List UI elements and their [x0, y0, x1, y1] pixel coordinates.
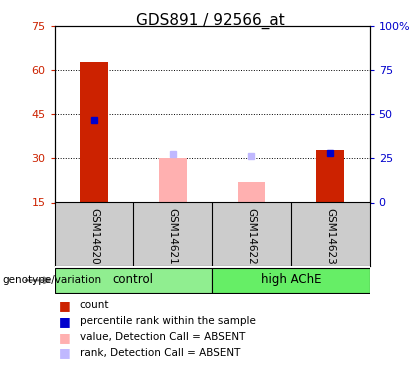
Text: value, Detection Call = ABSENT: value, Detection Call = ABSENT: [80, 332, 245, 342]
Bar: [55, 268, 212, 293]
Text: genotype/variation: genotype/variation: [2, 275, 101, 285]
Bar: [316, 150, 344, 202]
Text: GSM14623: GSM14623: [325, 208, 335, 264]
Text: GSM14620: GSM14620: [89, 208, 99, 264]
Bar: [159, 158, 186, 203]
Text: GDS891 / 92566_at: GDS891 / 92566_at: [136, 13, 284, 29]
Text: ■: ■: [59, 346, 71, 360]
Bar: [238, 182, 265, 203]
Text: ■: ■: [59, 331, 71, 344]
Text: high AChE: high AChE: [260, 273, 321, 286]
Bar: [80, 62, 108, 202]
Text: ■: ■: [59, 315, 71, 328]
Text: count: count: [80, 300, 109, 310]
Text: GSM14621: GSM14621: [168, 208, 178, 264]
Text: GSM14622: GSM14622: [247, 208, 257, 264]
Text: control: control: [113, 273, 154, 286]
Text: percentile rank within the sample: percentile rank within the sample: [80, 316, 256, 326]
Bar: [212, 268, 370, 293]
Text: rank, Detection Call = ABSENT: rank, Detection Call = ABSENT: [80, 348, 240, 358]
Text: ■: ■: [59, 299, 71, 312]
